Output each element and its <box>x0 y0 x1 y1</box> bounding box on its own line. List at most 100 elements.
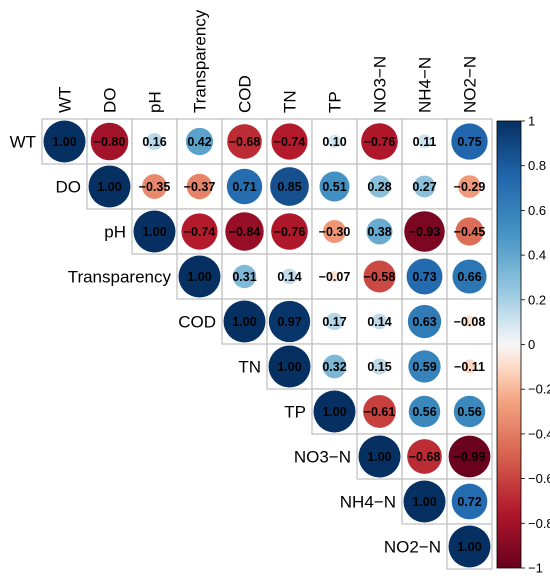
correlation-circle-ph-nh4-n <box>404 211 445 252</box>
correlation-value-transparency-no3-n: −0.58 <box>364 270 396 284</box>
correlation-value-wt-no3-n: −0.76 <box>364 135 396 149</box>
correlation-value-wt-wt: 1.00 <box>52 135 76 149</box>
correlation-value-cod-tn: 0.97 <box>277 315 301 329</box>
correlation-circle-wt-tp <box>327 134 342 149</box>
column-label-do: DO <box>101 88 120 114</box>
correlation-circle-ph-no3-n <box>366 218 393 245</box>
colorbar-tick-label: 0.2 <box>528 292 546 307</box>
correlation-circle-nh4-n-nh4-n <box>403 480 446 523</box>
column-header-labels: WT DO pH Transparency COD TN TP NO3−N NH4−N NO2−N <box>56 9 480 113</box>
correlation-circle-tp-no2-n <box>453 395 486 428</box>
correlation-circle-tn-no3-n <box>371 358 388 375</box>
correlation-circle-transparency-nh4-n <box>406 258 443 295</box>
correlation-value-wt-no2-n: 0.75 <box>457 135 481 149</box>
correlation-circle-wt-tn <box>271 123 308 160</box>
correlation-value-tp-no2-n: 0.56 <box>457 405 481 419</box>
correlation-circle-tp-no3-n <box>363 395 396 428</box>
correlation-circle-wt-do <box>90 122 129 161</box>
correlation-circle-cod-tp <box>325 312 344 331</box>
correlation-circle-wt-nh4-n <box>417 134 432 149</box>
colorbar-tick-label: 0.8 <box>528 158 546 173</box>
column-label-tp: TP <box>326 91 345 113</box>
correlation-value-no3-n-no2-n: −0.99 <box>454 450 486 464</box>
correlation-value-ph-ph: 1.00 <box>142 225 166 239</box>
correlation-circle-do-no3-n <box>368 175 391 198</box>
correlation-circle-no2-n-no2-n <box>448 525 491 568</box>
correlation-circle-cod-no3-n <box>371 313 388 330</box>
correlation-value-ph-no2-n: −0.45 <box>454 225 486 239</box>
correlation-value-cod-nh4-n: 0.63 <box>412 315 436 329</box>
correlation-circle-no3-n-no2-n <box>448 435 491 478</box>
correlation-circle-ph-tp <box>322 219 347 244</box>
correlation-value-wt-tp: 0.10 <box>322 135 346 149</box>
row-label-transparency: Transparency <box>68 268 172 287</box>
row-label-do: DO <box>56 178 82 197</box>
column-label-no3-n: NO3−N <box>371 56 390 113</box>
cell-layer: 1.00 −0.80 0.16 0.42 −0.68 −0.74 0.10 −0.76 0.11… <box>43 120 491 568</box>
correlation-circle-do-tp <box>319 171 350 202</box>
correlation-circle-no3-n-no3-n <box>358 435 401 478</box>
correlation-value-nh4-n-nh4-n: 1.00 <box>412 495 436 509</box>
correlation-value-tp-tp: 1.00 <box>322 405 346 419</box>
correlation-circle-no3-n-nh4-n <box>407 439 442 474</box>
correlation-circle-wt-no2-n <box>451 123 488 160</box>
correlation-value-do-tn: 0.85 <box>277 180 301 194</box>
correlation-circle-ph-no2-n <box>455 217 484 246</box>
correlation-circle-tn-tn <box>268 345 311 388</box>
correlation-value-do-ph: −0.35 <box>139 180 171 194</box>
row-label-no3-n: NO3−N <box>294 448 351 467</box>
correlation-value-transparency-tn: 0.14 <box>277 270 301 284</box>
row-label-tp: TP <box>284 403 306 422</box>
correlation-value-do-nh4-n: 0.27 <box>412 180 436 194</box>
correlation-circle-wt-cod <box>227 124 262 159</box>
column-label-no2-n: NO2−N <box>461 56 480 113</box>
correlation-circle-cod-tn <box>268 300 311 343</box>
correlation-value-wt-ph: 0.16 <box>142 135 166 149</box>
correlation-value-ph-tp: −0.30 <box>319 225 351 239</box>
colorbar-tick-label: −0.2 <box>528 382 550 397</box>
row-labels: WT DO pH Transparency COD TN TP NO3−N NH4−N NO2−N <box>10 133 441 557</box>
colorbar-tick-label: 0.4 <box>528 248 546 263</box>
colorbar-tick-label: 1 <box>528 114 535 129</box>
colorbar: 1 0.8 0.6 0.4 0.2 0 −0.2 −0.4 −0.6 −0.8 −1 <box>496 114 550 576</box>
correlation-value-ph-no3-n: 0.38 <box>367 225 391 239</box>
correlation-circle-transparency-no2-n <box>452 259 487 294</box>
correlation-value-wt-cod: −0.68 <box>229 135 261 149</box>
correlation-circle-do-no2-n <box>458 175 481 198</box>
correlation-circle-transparency-tn <box>281 268 298 285</box>
row-label-ph: pH <box>104 223 126 242</box>
correlation-value-do-cod: 0.71 <box>232 180 256 194</box>
correlation-circle-do-tn <box>270 167 309 206</box>
correlation-value-tn-tp: 0.32 <box>322 360 346 374</box>
correlation-circle-transparency-tp <box>328 270 341 283</box>
column-label-nh4-n: NH4−N <box>416 57 435 113</box>
correlation-circle-do-ph <box>142 174 167 199</box>
row-label-wt: WT <box>10 133 36 152</box>
correlation-circle-do-do <box>88 165 131 208</box>
correlation-value-tp-nh4-n: 0.56 <box>412 405 436 419</box>
row-label-tn: TN <box>238 358 261 377</box>
correlation-circle-ph-tn <box>271 213 308 250</box>
correlation-value-nh4-n-no2-n: 0.72 <box>457 495 481 509</box>
correlation-value-ph-tn: −0.76 <box>274 225 306 239</box>
correlation-value-cod-no2-n: −0.08 <box>454 315 486 329</box>
correlation-value-tn-tn: 1.00 <box>277 360 301 374</box>
correlation-value-ph-nh4-n: −0.93 <box>409 225 441 239</box>
correlation-circle-cod-cod <box>223 300 266 343</box>
correlation-value-do-no3-n: 0.28 <box>367 180 391 194</box>
correlation-circle-wt-transparency <box>185 127 214 156</box>
correlation-value-wt-transparency: 0.42 <box>187 135 211 149</box>
correlation-value-cod-no3-n: 0.14 <box>367 315 391 329</box>
correlation-circle-nh4-n-no2-n <box>451 483 488 520</box>
correlation-value-cod-tp: 0.17 <box>322 315 346 329</box>
column-label-tn: TN <box>281 90 300 113</box>
correlation-value-do-transparency: −0.37 <box>184 180 216 194</box>
correlation-value-transparency-no2-n: 0.66 <box>457 270 481 284</box>
column-label-cod: COD <box>236 75 255 113</box>
correlation-value-tp-no3-n: −0.61 <box>364 405 396 419</box>
colorbar-tick-label: −1 <box>528 561 543 576</box>
correlation-circle-tn-no2-n <box>462 359 477 374</box>
correlation-circle-ph-ph <box>133 210 176 253</box>
correlation-circle-cod-no2-n <box>463 315 476 328</box>
